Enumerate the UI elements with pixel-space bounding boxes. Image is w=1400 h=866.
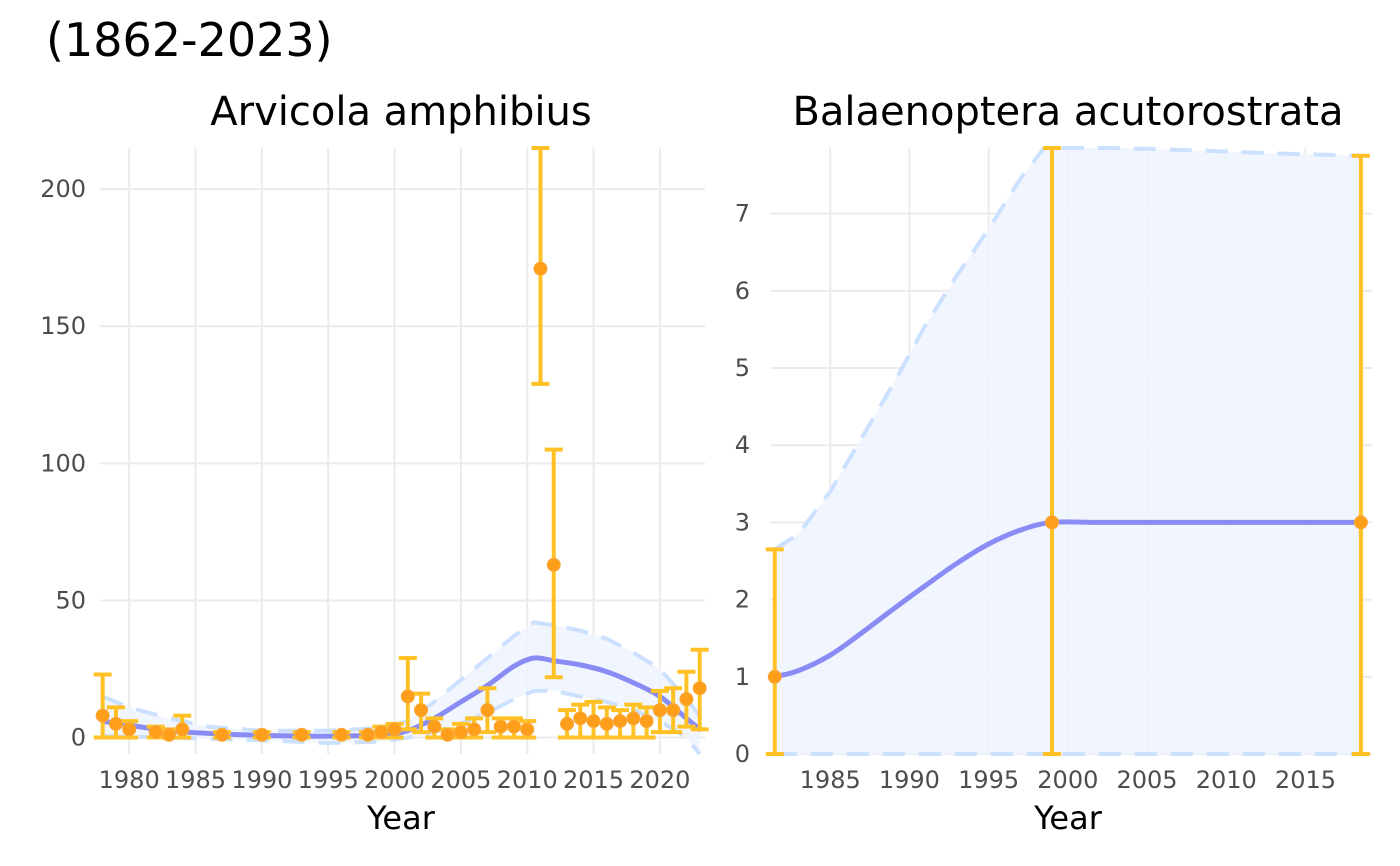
data-point (175, 722, 190, 737)
data-point (361, 727, 376, 742)
panel-title: Balaenoptera acutorostrata (792, 89, 1343, 135)
data-point (493, 719, 508, 734)
data-point (414, 703, 429, 718)
panel-arvicola-amphibius: Arvicola amphibius 1980 1985 1990 1995 2000 2… (40, 89, 709, 837)
error-bar (1042, 146, 1061, 756)
y-tick-label: 4 (735, 431, 750, 459)
error-bar (1351, 153, 1370, 756)
data-point (1353, 515, 1368, 530)
confidence-band-fill (774, 148, 1361, 754)
figure-title: (1862-2023) (46, 13, 333, 67)
x-tick-labels: 1980 1985 1990 1995 2000 2005 2010 2015 2020 (99, 766, 691, 794)
y-tick-label: 50 (55, 586, 86, 614)
data-point (294, 727, 309, 742)
data-point (626, 711, 641, 726)
data-point (467, 722, 482, 737)
data-point (148, 725, 163, 740)
y-tick-label: 3 (735, 508, 750, 536)
x-tick-label: 2005 (1117, 766, 1178, 794)
data-point (374, 725, 389, 740)
y-tick-labels: 0 50 100 150 200 (40, 175, 86, 751)
confidence-band (773, 146, 1361, 756)
x-tick-label: 2015 (563, 766, 624, 794)
ci-upper-line (101, 620, 702, 733)
y-tick-label: 7 (735, 200, 750, 228)
data-point (560, 716, 575, 731)
data-point (652, 703, 667, 718)
data-point (599, 716, 614, 731)
y-tick-label: 5 (735, 354, 750, 382)
data-point (161, 727, 176, 742)
x-tick-label: 1985 (165, 766, 226, 794)
data-point (95, 708, 110, 723)
data-point (692, 681, 707, 696)
data-points (95, 261, 707, 742)
data-point (666, 703, 681, 718)
y-tick-label: 0 (71, 724, 86, 752)
y-tick-label: 0 (735, 740, 750, 768)
x-axis-label: Year (366, 799, 436, 837)
data-point (334, 727, 349, 742)
x-tick-label: 1985 (800, 766, 861, 794)
y-tick-label: 200 (40, 175, 86, 203)
data-point (122, 722, 137, 737)
x-tick-label: 2000 (1037, 766, 1098, 794)
x-tick-label: 2010 (497, 766, 558, 794)
x-tick-label: 1990 (231, 766, 292, 794)
data-point (506, 719, 521, 734)
data-point (546, 557, 561, 572)
x-tick-labels: 1985 1990 1995 2000 2005 2010 2015 (800, 766, 1336, 794)
x-tick-label: 1995 (298, 766, 359, 794)
y-tick-label: 6 (735, 277, 750, 305)
data-point (440, 727, 455, 742)
x-tick-label: 2000 (364, 766, 425, 794)
trend-line (772, 519, 1364, 680)
data-point (400, 689, 415, 704)
grid (100, 148, 705, 754)
data-point (767, 669, 782, 684)
x-tick-label: 2015 (1275, 766, 1336, 794)
panel-balaenoptera-acutorostrata: Balaenoptera acutorostrata 1985 1990 1995 2… (735, 89, 1372, 837)
y-tick-label: 2 (735, 586, 750, 614)
x-tick-label: 2005 (430, 766, 491, 794)
data-point (533, 261, 548, 276)
data-point (254, 727, 269, 742)
data-point (215, 727, 230, 742)
y-tick-label: 1 (735, 663, 750, 691)
error-bar (765, 547, 784, 756)
x-tick-label: 1990 (879, 766, 940, 794)
x-tick-label: 1980 (99, 766, 160, 794)
x-axis-label: Year (1033, 799, 1103, 837)
data-point (679, 692, 694, 707)
y-tick-label: 150 (40, 312, 86, 340)
data-point (520, 722, 535, 737)
x-tick-label: 1995 (958, 766, 1019, 794)
data-point (427, 719, 442, 734)
data-point (613, 714, 628, 729)
data-point (573, 711, 588, 726)
confidence-band-fill (102, 622, 700, 754)
error-bars (765, 146, 1370, 756)
data-point (387, 722, 402, 737)
y-tick-labels: 0 1 2 3 4 5 6 7 (735, 200, 750, 768)
data-point (453, 725, 468, 740)
x-tick-label: 2010 (1196, 766, 1257, 794)
data-point (639, 714, 654, 729)
trend-line-group (772, 519, 1364, 680)
x-tick-label: 2020 (629, 766, 690, 794)
data-point (108, 716, 123, 731)
panel-title: Arvicola amphibius (210, 89, 591, 135)
data-point (1044, 515, 1059, 530)
data-points (767, 515, 1368, 684)
y-tick-label: 100 (40, 449, 86, 477)
data-point (480, 703, 495, 718)
data-point (586, 714, 601, 729)
